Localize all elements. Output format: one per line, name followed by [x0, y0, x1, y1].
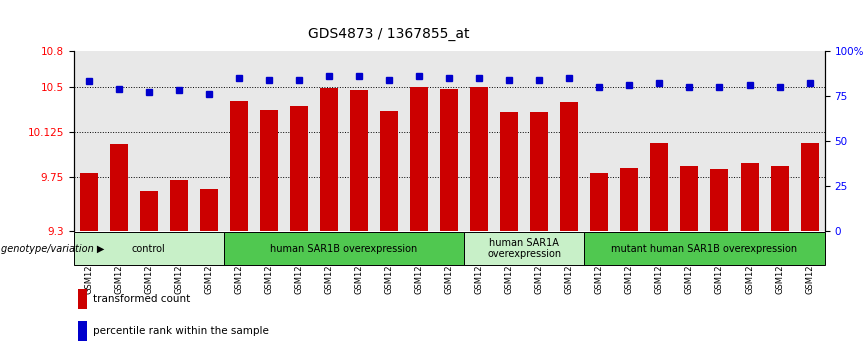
- Bar: [74, 232, 224, 265]
- Bar: [411, 87, 428, 231]
- Text: transformed count: transformed count: [93, 294, 190, 304]
- Bar: [650, 143, 668, 231]
- Bar: [350, 90, 368, 231]
- Text: percentile rank within the sample: percentile rank within the sample: [93, 326, 268, 336]
- Bar: [800, 143, 819, 231]
- Bar: [530, 112, 549, 231]
- Bar: [320, 88, 338, 231]
- Bar: [290, 106, 308, 231]
- Bar: [170, 180, 187, 231]
- Bar: [470, 87, 488, 231]
- Bar: [440, 89, 458, 231]
- Bar: [140, 191, 158, 231]
- Bar: [621, 168, 638, 231]
- Bar: [500, 112, 518, 231]
- Bar: [590, 173, 608, 231]
- Bar: [464, 232, 584, 265]
- Bar: [260, 110, 278, 231]
- Bar: [230, 101, 248, 231]
- Bar: [80, 173, 98, 231]
- Bar: [224, 232, 464, 265]
- Bar: [78, 321, 88, 341]
- Bar: [771, 166, 788, 231]
- Bar: [200, 189, 218, 231]
- Text: control: control: [132, 244, 166, 254]
- Bar: [584, 232, 825, 265]
- Text: genotype/variation ▶: genotype/variation ▶: [1, 244, 104, 254]
- Bar: [110, 144, 128, 231]
- Text: human SAR1B overexpression: human SAR1B overexpression: [271, 244, 418, 254]
- Bar: [380, 111, 398, 231]
- Bar: [561, 102, 578, 231]
- Text: human SAR1A
overexpression: human SAR1A overexpression: [487, 238, 562, 260]
- Text: mutant human SAR1B overexpression: mutant human SAR1B overexpression: [611, 244, 798, 254]
- Bar: [740, 163, 759, 231]
- Title: GDS4873 / 1367855_at: GDS4873 / 1367855_at: [308, 27, 470, 41]
- Bar: [711, 170, 728, 231]
- Bar: [78, 289, 88, 309]
- Bar: [681, 166, 699, 231]
